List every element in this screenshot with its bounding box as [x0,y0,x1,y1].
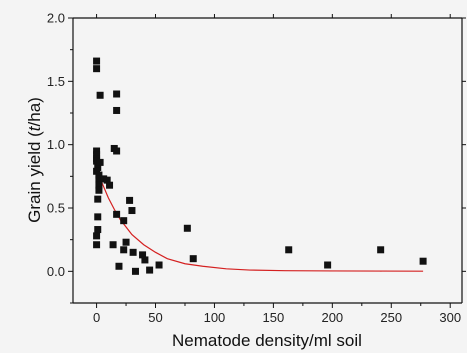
data-point [113,106,121,114]
plot-area-frame [72,17,463,304]
data-point [113,147,121,155]
data-point [93,65,101,73]
data-point [95,175,103,183]
data-point [155,261,163,269]
x-axis-title: Nematode density/ml soil [172,331,362,350]
x-tick-label: 50 [148,310,162,325]
data-point [128,207,136,215]
x-tick-label: 200 [321,310,343,325]
data-point [95,171,103,179]
fit-curve-layer [96,167,424,272]
data-point [113,210,121,218]
x-tick-label: 250 [380,310,402,325]
data-point [93,57,101,65]
data-point [122,238,130,246]
data-point [94,213,102,221]
data-point [131,267,139,275]
data-point [95,181,103,189]
y-tick-label: 1.5 [47,74,65,89]
data-point [126,196,134,204]
data-point [94,226,102,234]
data-points-layer [93,57,427,275]
data-point [94,163,102,171]
data-point [93,151,101,159]
data-point [93,241,101,249]
data-point [113,90,121,98]
data-point [93,157,101,165]
x-axis-ticks: 0 50 100 150 200 250 300 [93,14,461,325]
data-point [96,91,104,99]
y-tick-label: 2.0 [47,11,65,26]
data-point [106,181,114,189]
data-point [95,186,103,194]
y-axis-title-unit-italic: t [25,125,44,131]
data-point [139,251,147,259]
y-tick-label: 0.5 [47,201,65,216]
x-tick-label: 300 [439,310,461,325]
data-point [93,232,101,240]
y-axis-title: Grain yield (t/ha) [25,97,44,223]
data-point [120,246,128,254]
data-point [120,217,128,225]
y-axis-title-part-1: Grain yield ( [25,131,44,223]
data-point [109,241,117,249]
data-point [93,147,101,155]
data-point [103,176,111,184]
data-point [189,255,197,263]
data-point [324,261,332,269]
x-tick-label: 100 [204,310,226,325]
x-tick-label: 150 [263,310,285,325]
fit-curve [96,167,424,272]
data-point [129,248,137,256]
data-point [183,224,191,232]
data-point [94,195,102,203]
data-point [285,246,293,254]
y-axis-title-part-3: /ha) [25,97,44,126]
data-point [93,167,101,175]
data-point [141,256,149,264]
y-tick-label: 1.0 [47,137,65,152]
data-point [100,175,108,183]
data-point [377,246,385,254]
data-point [96,158,104,166]
data-point [115,262,123,270]
y-tick-label: 0.0 [47,264,65,279]
data-point [419,257,427,265]
y-axis-ticks: 0.0 0.5 1.0 1.5 2.0 [47,11,466,304]
x-tick-label: 0 [93,310,100,325]
data-point [146,266,154,274]
